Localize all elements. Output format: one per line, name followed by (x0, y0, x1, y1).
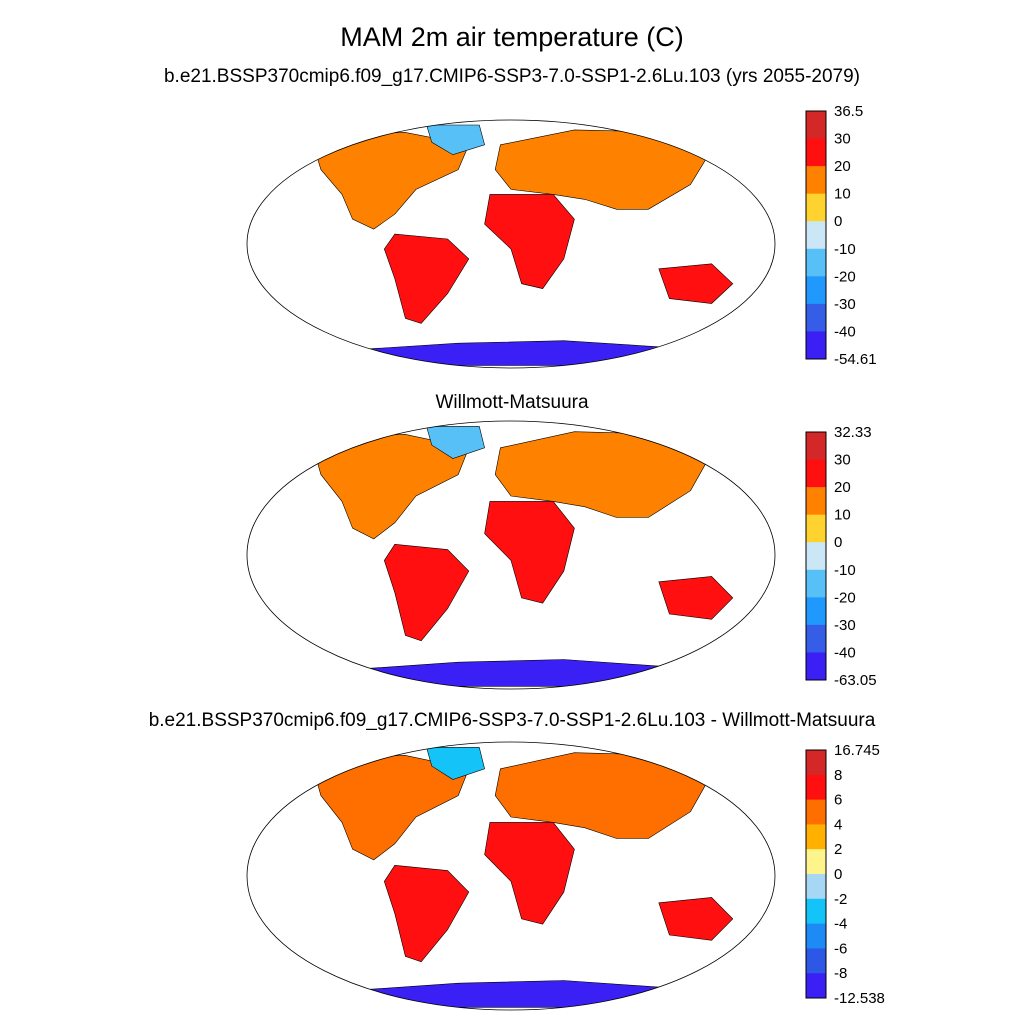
colorbar-label: 32.33 (834, 424, 872, 441)
colorbar-label: -54.61 (834, 351, 877, 368)
colorbar-swatch (806, 138, 826, 167)
colorbar-label: -20 (834, 589, 856, 606)
colorbar-label: 2 (834, 841, 842, 858)
colorbar-swatch (806, 221, 826, 250)
colorbar-obs: 32.33 30 20 10 0 -10 -20 -30 -40 -63.05 (805, 424, 877, 689)
land-south-america (383, 233, 470, 324)
colorbar-label: -30 (834, 617, 856, 634)
land-australia (658, 263, 734, 304)
colorbar-swatch (806, 331, 826, 360)
colorbar-label: -2 (834, 891, 847, 908)
colorbar-label: -40 (834, 323, 856, 340)
land-north-america (310, 755, 470, 861)
land-africa (484, 194, 575, 289)
colorbar-swatch (806, 303, 826, 332)
colorbar-swatch (806, 799, 826, 825)
land-africa (484, 501, 575, 604)
colorbar-label: 16.745 (834, 742, 880, 759)
colorbar-label: -30 (834, 296, 856, 313)
colorbar-label: -4 (834, 916, 847, 933)
panel-title-obs: Willmott-Matsuura (435, 392, 589, 413)
map-diff (246, 741, 776, 1011)
colorbar-label: -40 (834, 644, 856, 661)
colorbar-swatch (806, 874, 826, 900)
colorbar-label: -20 (834, 268, 856, 285)
figure-title: MAM 2m air temperature (C) (340, 22, 684, 52)
colorbar-label: 20 (834, 158, 851, 175)
colorbar-label: -10 (834, 241, 856, 258)
land-greenland (426, 426, 485, 459)
map-frame (246, 741, 776, 1011)
colorbar-swatch (806, 569, 826, 598)
colorbar-swatch (806, 898, 826, 925)
land-antarctica (319, 340, 702, 366)
colorbar-label: -6 (834, 940, 847, 957)
land-antarctica (320, 659, 702, 687)
colorbar-swatch (806, 923, 826, 949)
colorbar-swatch (806, 542, 826, 571)
colorbar-swatch (806, 750, 826, 776)
land-antarctica (320, 980, 702, 1008)
panel-title-diff: b.e21.BSSP370cmip6.f09_g17.CMIP6-SSP3-7.… (148, 710, 876, 731)
land-australia (658, 897, 734, 941)
colorbar-swatch (806, 514, 826, 543)
colorbar-label: 0 (834, 534, 842, 551)
land-south-america (383, 864, 470, 963)
colorbar-label: -8 (834, 965, 847, 982)
colorbar-label: 0 (834, 213, 842, 230)
colorbar-label: 20 (834, 479, 851, 496)
colorbar-swatch (806, 193, 826, 222)
land-greenland (426, 124, 485, 156)
land-eurasia (494, 129, 713, 210)
colorbar-swatch (806, 824, 826, 850)
land-greenland (426, 747, 485, 780)
colorbar-label: -10 (834, 562, 856, 579)
land-eurasia (494, 752, 713, 839)
colorbar-swatch (806, 597, 826, 626)
land-africa (484, 822, 575, 925)
colorbar-model: 36.5 30 20 10 0 -10 -20 -30 -40 -54.61 (805, 103, 877, 368)
colorbar-label: 8 (834, 767, 842, 784)
colorbar-swatch (806, 432, 826, 461)
colorbar-swatch (806, 624, 826, 653)
colorbar-swatch (806, 487, 826, 516)
land-australia (658, 576, 734, 620)
map-frame (246, 119, 776, 369)
panel-title-model: b.e21.BSSP370cmip6.f09_g17.CMIP6-SSP3-7.… (163, 66, 861, 87)
colorbar-swatch (806, 973, 826, 999)
colorbar-label: 36.5 (834, 103, 863, 120)
colorbar-label: 4 (834, 816, 842, 833)
map-frame (246, 420, 776, 690)
colorbar-swatch (806, 276, 826, 305)
colorbar-label: 30 (834, 131, 851, 148)
colorbar-label: 10 (834, 507, 851, 524)
colorbar-label: 6 (834, 792, 842, 809)
map-model (246, 119, 776, 369)
colorbar-swatch (806, 948, 826, 974)
land-north-america (310, 434, 470, 540)
colorbar-label: 10 (834, 186, 851, 203)
land-south-america (383, 543, 470, 642)
colorbar-swatch (806, 248, 826, 277)
map-obs (246, 420, 776, 690)
colorbar-swatch (806, 774, 826, 801)
colorbar-label: 30 (834, 452, 851, 469)
colorbar-swatch (806, 849, 826, 875)
colorbar-swatch (806, 652, 826, 681)
colorbar-swatch (806, 459, 826, 488)
land-eurasia (494, 431, 713, 518)
colorbar-label: -63.05 (834, 672, 877, 689)
colorbar-label: 0 (834, 866, 842, 883)
colorbar-swatch (806, 111, 826, 140)
colorbar-swatch (806, 166, 826, 195)
colorbar-label: -12.538 (834, 990, 885, 1007)
colorbar-diff: 16.745 8 6 4 2 0 -2 -4 -6 -8 -12.538 (805, 742, 885, 1007)
land-north-america (309, 132, 470, 230)
